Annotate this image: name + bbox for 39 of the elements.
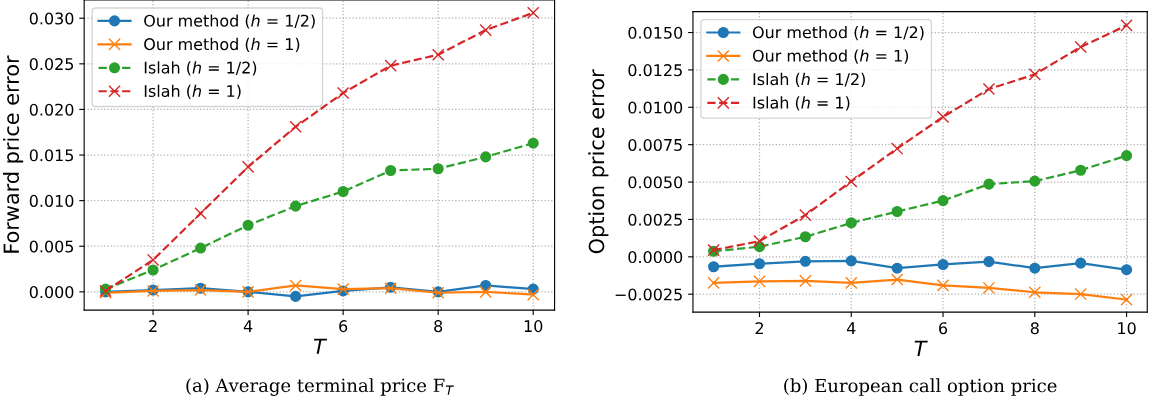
y-tick-label: 0.015 (29, 149, 74, 162)
x-tick-label: 4 (243, 320, 253, 332)
x-axis-title: T (914, 340, 928, 356)
y-tick-label: 0.0150 (628, 26, 683, 39)
x-tick-label: 6 (939, 322, 948, 335)
x-tick-label: 8 (434, 320, 443, 333)
text: (a) Average terminal price F$_{T}$ (186, 378, 454, 396)
y-tick-label: 0.030 (29, 12, 74, 25)
legend-label: Islah (ℎ = 1/2) (753, 72, 865, 88)
x-tick-label: 10 (1118, 322, 1136, 335)
y-tick-label: 0.0100 (628, 101, 683, 114)
y-tick-label: 0.010 (29, 194, 74, 207)
y-tick-label: 0.025 (29, 58, 74, 71)
x-tick-label: 4 (846, 322, 856, 335)
x-tick-label: 10 (524, 320, 543, 333)
text: (b) European call option price (784, 378, 1057, 396)
legend-label: Islah (ℎ = 1) (144, 84, 241, 99)
x-tick-label: 8 (1030, 322, 1039, 335)
y-tick-label: 0.000 (29, 286, 74, 299)
legend-label: Our method (ℎ = 1) (752, 49, 909, 64)
x-tick-label: 2 (755, 322, 763, 335)
legend-label: Our method (ℎ = 1) (144, 37, 300, 53)
y-tick-label: 0.0000 (628, 251, 683, 264)
y-tick-label: 0.0125 (628, 64, 682, 77)
legend-label: Islah (ℎ = 1) (753, 96, 850, 111)
y-axis-title: Option price error (588, 69, 609, 254)
y-tick-label: 0.0050 (628, 176, 683, 189)
x-tick-label: 6 (339, 320, 348, 333)
y-tick-label: −0.0025 (615, 288, 682, 301)
legend-label: Our method (ℎ = 1/2) (144, 14, 315, 29)
y-tick-label: 0.0025 (628, 213, 682, 226)
x-axis-title: T (313, 338, 328, 354)
legend-label: Our method (ℎ = 1/2) (752, 25, 924, 41)
y-tick-label: 0.020 (29, 103, 74, 116)
x-tick-label: 2 (149, 320, 157, 332)
y-tick-label: 0.005 (29, 240, 74, 253)
y-axis-title: Forward price error (3, 55, 24, 253)
y-tick-label: 0.0075 (628, 138, 682, 151)
legend-label: Islah (ℎ = 1/2) (144, 61, 257, 76)
